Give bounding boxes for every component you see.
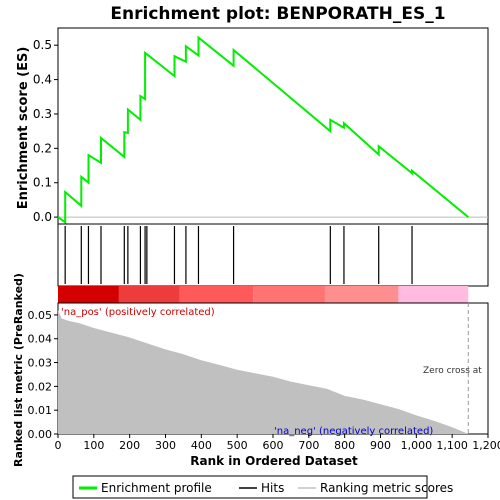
x-tick-label: 300 bbox=[155, 439, 176, 452]
legend-hits-label: Hits bbox=[261, 481, 284, 495]
pos-correlated-label: 'na_pos' (positively correlated) bbox=[61, 307, 215, 318]
es-panel-frame bbox=[57, 27, 489, 225]
hits-panel-frame bbox=[57, 223, 489, 287]
colorbar-segment bbox=[398, 286, 469, 303]
x-tick-label: 800 bbox=[334, 439, 355, 452]
metric-y-axis: 0.00 0.01 0.02 0.03 0.04 0.05 bbox=[28, 309, 58, 441]
x-tick-label: 1,200 bbox=[472, 439, 500, 452]
colorbar-segment bbox=[253, 286, 325, 303]
colorbar-segment bbox=[118, 286, 180, 303]
es-y-tick-label: 0.0 bbox=[33, 210, 52, 224]
legend-frame bbox=[72, 475, 428, 499]
legend: Enrichment profile Hits Ranking metric s… bbox=[72, 475, 453, 499]
metric-y-tick-label: 0.05 bbox=[28, 309, 53, 322]
x-axis-label: Rank in Ordered Dataset bbox=[190, 454, 358, 468]
es-y-tick-label: 0.4 bbox=[33, 73, 52, 87]
es-y-axis-label: Enrichment score (ES) bbox=[16, 47, 31, 210]
x-tick-label: 700 bbox=[298, 439, 319, 452]
legend-ranking-label: Ranking metric scores bbox=[320, 481, 453, 495]
metric-y-tick-label: 0.01 bbox=[28, 404, 53, 417]
metric-y-tick-label: 0.00 bbox=[28, 428, 53, 441]
es-y-tick-label: 0.3 bbox=[33, 107, 52, 121]
metric-y-tick-label: 0.03 bbox=[28, 357, 53, 370]
ranking-colorbar bbox=[58, 286, 469, 303]
x-tick-label: 200 bbox=[119, 439, 140, 452]
x-tick-label: 100 bbox=[83, 439, 104, 452]
es-y-tick-label: 0.2 bbox=[33, 141, 52, 155]
x-axis: 0 100 200 300 400 500 600 700 800 900 1,000 1,100 1,… bbox=[55, 434, 500, 452]
es-y-tick-label: 0.5 bbox=[33, 38, 52, 52]
ranking-metric-area bbox=[58, 310, 469, 434]
metric-y-axis-label: Ranked list metric (PreRanked) bbox=[12, 273, 25, 467]
es-y-axis: 0.0 0.1 0.2 0.3 0.4 0.5 bbox=[33, 38, 58, 224]
es-panel: 0.0 0.1 0.2 0.3 0.4 0.5 Enrichment score (ES) bbox=[16, 27, 489, 225]
legend-enrichment-label: Enrichment profile bbox=[101, 481, 212, 495]
x-tick-label: 1,000 bbox=[401, 439, 433, 452]
metric-panel: 0.00 0.01 0.02 0.03 0.04 0.05 'na_pos' (posit… bbox=[12, 273, 489, 467]
x-tick-label: 600 bbox=[263, 439, 284, 452]
metric-y-tick-label: 0.02 bbox=[28, 380, 53, 393]
colorbar-segment bbox=[179, 286, 254, 303]
hit-markers bbox=[64, 226, 413, 284]
x-tick-label: 0 bbox=[55, 439, 62, 452]
colorbar-segment bbox=[58, 286, 119, 303]
neg-correlated-label: 'na_neg' (negatively correlated) bbox=[274, 426, 433, 437]
enrichment-profile-line bbox=[57, 35, 469, 225]
x-tick-label: 1,100 bbox=[436, 439, 468, 452]
hits-panel bbox=[57, 223, 489, 287]
x-tick-label: 400 bbox=[191, 439, 212, 452]
es-y-tick-label: 0.1 bbox=[33, 176, 52, 190]
colorbar-segment bbox=[324, 286, 399, 303]
x-tick-label: 900 bbox=[370, 439, 391, 452]
x-tick-label: 500 bbox=[227, 439, 248, 452]
chart-title: Enrichment plot: BENPORATH_ES_1 bbox=[110, 4, 445, 24]
zero-cross-label: Zero cross at bbox=[423, 366, 482, 376]
metric-y-tick-label: 0.04 bbox=[28, 333, 53, 346]
